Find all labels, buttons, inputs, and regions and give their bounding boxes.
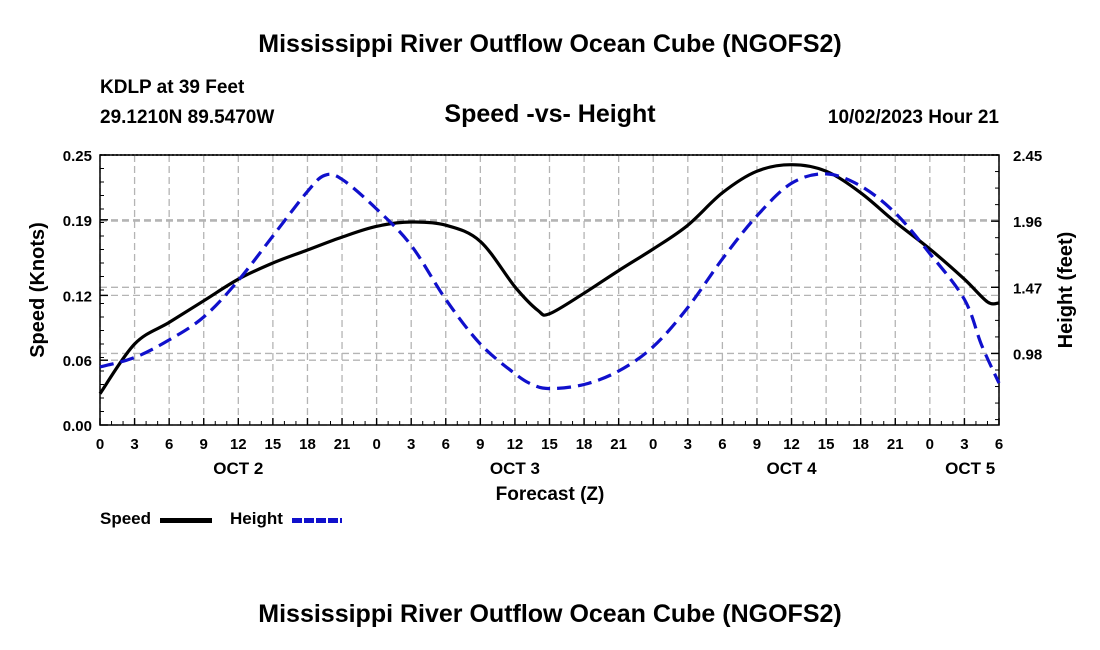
legend-height-label: Height bbox=[230, 509, 283, 528]
y-left-tick-label: 0.12 bbox=[63, 288, 92, 305]
x-tick-label: 15 bbox=[541, 436, 558, 453]
x-tick-label: 0 bbox=[926, 436, 934, 453]
x-tick-label: 9 bbox=[753, 436, 761, 453]
chart-subtitle: Speed -vs- Height bbox=[444, 100, 656, 128]
y-right-tick-label: 1.96 bbox=[1013, 214, 1042, 231]
x-tick-label: 9 bbox=[200, 436, 208, 453]
coordinates-label: 29.1210N 89.5470W bbox=[100, 107, 275, 128]
y-right-axis-title: Height (feet) bbox=[1055, 232, 1077, 349]
day-label: OCT 2 bbox=[213, 459, 263, 478]
x-tick-label: 12 bbox=[230, 436, 247, 453]
y-left-axis-title: Speed (Knots) bbox=[27, 222, 49, 358]
x-tick-label: 18 bbox=[576, 436, 593, 453]
x-tick-label: 0 bbox=[96, 436, 104, 453]
x-tick-label: 6 bbox=[442, 436, 450, 453]
day-label: OCT 3 bbox=[490, 459, 540, 478]
y-left-tick-label: 0.06 bbox=[63, 353, 92, 370]
speed-series-line bbox=[98, 163, 1000, 395]
forecast-datetime: 10/02/2023 Hour 21 bbox=[827, 107, 999, 128]
main-title: Mississippi River Outflow Ocean Cube (NG… bbox=[258, 30, 842, 58]
station-label: KDLP at 39 Feet bbox=[100, 77, 245, 98]
x-tick-label: 0 bbox=[649, 436, 657, 453]
y-right-tick-label: 1.47 bbox=[1013, 280, 1042, 297]
y-left-tick-label: 0.00 bbox=[63, 418, 92, 435]
y-right-tick-label: 2.45 bbox=[1013, 148, 1042, 165]
height-series-line bbox=[99, 172, 1001, 391]
x-tick-label: 21 bbox=[887, 436, 904, 453]
y-left-tick-label: 0.19 bbox=[63, 213, 92, 230]
x-tick-label: 12 bbox=[507, 436, 524, 453]
x-tick-label: 3 bbox=[130, 436, 138, 453]
bottom-title: Mississippi River Outflow Ocean Cube (NG… bbox=[258, 600, 842, 628]
x-tick-label: 18 bbox=[852, 436, 869, 453]
x-tick-label: 3 bbox=[407, 436, 415, 453]
x-tick-label: 21 bbox=[334, 436, 351, 453]
legend-height-swatch bbox=[292, 518, 342, 523]
x-tick-label: 6 bbox=[995, 436, 1003, 453]
y-right-tick-label: 0.98 bbox=[1013, 346, 1042, 363]
x-tick-label: 18 bbox=[299, 436, 316, 453]
x-tick-label: 12 bbox=[783, 436, 800, 453]
x-tick-label: 15 bbox=[818, 436, 835, 453]
day-label: OCT 4 bbox=[767, 459, 818, 478]
day-label: OCT 5 bbox=[945, 459, 995, 478]
x-tick-label: 0 bbox=[372, 436, 380, 453]
x-tick-label: 9 bbox=[476, 436, 484, 453]
y-left-tick-label: 0.25 bbox=[63, 148, 92, 165]
x-tick-label: 15 bbox=[265, 436, 282, 453]
x-tick-label: 21 bbox=[610, 436, 627, 453]
x-axis-title: Forecast (Z) bbox=[496, 484, 605, 505]
x-tick-label: 6 bbox=[165, 436, 173, 453]
x-tick-label: 3 bbox=[684, 436, 692, 453]
x-tick-label: 3 bbox=[960, 436, 968, 453]
legend-speed-label: Speed bbox=[100, 509, 152, 528]
x-tick-label: 6 bbox=[718, 436, 726, 453]
legend-speed-swatch bbox=[160, 518, 212, 523]
